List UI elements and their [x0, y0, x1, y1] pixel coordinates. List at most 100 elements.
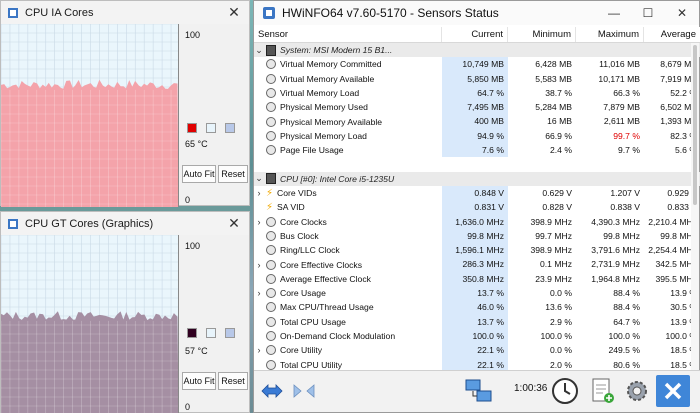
expand-chevron-icon[interactable]: ›	[257, 188, 261, 199]
empty-cell	[508, 171, 576, 186]
close-icon[interactable]: ✕	[228, 215, 240, 231]
column-minimum[interactable]: Minimum	[508, 27, 576, 42]
collapse-arrows-icon[interactable]	[292, 375, 316, 407]
graph-side-panel: 100 57 °C Auto Fit Reset 0	[181, 235, 251, 413]
sensor-label: Virtual Memory Load	[280, 88, 360, 99]
sensor-label: Core Utility	[280, 345, 323, 356]
minimum-value: 100.0 %	[540, 330, 572, 341]
close-sensors-button[interactable]	[656, 375, 690, 407]
maximum-value: 249.5 %	[608, 345, 640, 356]
color-swatch-light[interactable]	[206, 328, 216, 338]
graph-side-panel: 100 65 °C Auto Fit Reset 0	[181, 24, 251, 207]
window-title: HWiNFO64 v7.60-5170 - Sensors Status	[282, 6, 499, 20]
elapsed-timer: 1:00:36	[514, 383, 548, 394]
min-value-label: 0	[185, 195, 191, 205]
sensor-circle-icon	[266, 259, 276, 270]
expand-arrows-icon[interactable]	[260, 375, 284, 407]
sensor-label: Physical Memory Available	[280, 116, 383, 127]
auto-fit-button[interactable]: Auto Fit	[182, 165, 216, 183]
sensor-row[interactable]: Virtual Memory Committed 10,749 MB 6,428 M…	[254, 57, 700, 72]
sensor-label: Bus Clock	[280, 231, 319, 241]
minimum-value: 16 MB	[547, 116, 572, 127]
sensor-row[interactable]: Physical Memory Available 400 MB 16 MB 2,61…	[254, 114, 700, 129]
empty-cell	[508, 43, 576, 58]
minimum-value: 5,583 MB	[535, 73, 572, 84]
minimum-value: 2.4 %	[550, 145, 572, 156]
sensor-row[interactable]: › Core Effective Clocks 286.3 MHz 0.1 MHz 2,…	[254, 257, 700, 272]
maximum-value: 100.0 %	[608, 330, 640, 341]
max-value-label: 100	[185, 30, 201, 40]
add-report-icon[interactable]	[588, 375, 618, 407]
max-value-label: 100	[185, 241, 201, 251]
sensor-label: Ring/LLC Clock	[280, 245, 340, 256]
graph-area	[1, 311, 178, 413]
sensor-row[interactable]: On-Demand Clock Modulation 100.0 % 100.0 %…	[254, 328, 700, 344]
close-icon[interactable]: ✕	[676, 6, 688, 20]
expand-chevron-icon[interactable]: ›	[257, 288, 261, 299]
sensor-circle-icon	[266, 59, 276, 70]
sensor-circle-icon	[266, 316, 276, 327]
minimize-icon[interactable]: —	[608, 6, 620, 20]
column-average[interactable]: Average	[644, 27, 700, 42]
reset-button[interactable]: Reset	[218, 165, 248, 183]
sensor-row[interactable]: Bus Clock 99.8 MHz 99.7 MHz 99.8 MHz 99.8 MH…	[254, 228, 700, 244]
sensor-row[interactable]: Physical Memory Load 94.9 % 66.9 % 99.7 % 82…	[254, 128, 700, 144]
column-current[interactable]: Current	[442, 27, 508, 42]
average-value: 18.5 %	[670, 345, 697, 356]
sensor-row[interactable]: › Core Usage 13.7 % 0.0 % 88.4 % 13.9 %	[254, 286, 700, 301]
color-swatch-red[interactable]	[187, 123, 197, 133]
expand-chevron-icon[interactable]: ›	[257, 216, 261, 227]
title-bar: CPU GT Cores (Graphics) ✕	[1, 212, 249, 235]
sensor-row[interactable]: Physical Memory Used 7,495 MB 5,284 MB 7,87…	[254, 100, 700, 115]
vertical-scrollbar[interactable]	[691, 43, 699, 371]
cpu-ia-graph-window: CPU IA Cores ✕ 100 65 °C Auto Fit Reset …	[0, 0, 251, 207]
sensor-row[interactable]: Total CPU Utility 22.1 % 2.0 % 80.6 % 18.5 %	[254, 357, 700, 371]
sensor-circle-icon	[266, 145, 276, 156]
maximize-icon[interactable]: ☐	[642, 6, 654, 20]
sensor-label-cell: Virtual Memory Committed	[254, 57, 442, 71]
expand-chevron-icon[interactable]: ⌄	[255, 44, 263, 55]
average-value: 18.5 %	[670, 359, 697, 370]
reset-button[interactable]: Reset	[218, 372, 248, 390]
gear-icon[interactable]	[622, 375, 652, 407]
sensor-row[interactable]: › Core Clocks 1,636.0 MHz 398.9 MHz 4,390.3 …	[254, 214, 700, 229]
current-value: 400 MB	[442, 114, 508, 129]
sensor-row[interactable]: Ring/LLC Clock 1,596.1 MHz 398.9 MHz 3,791.…	[254, 243, 700, 258]
sensor-row[interactable]: Max CPU/Thread Usage 46.0 % 13.6 % 88.4 % 30…	[254, 300, 700, 315]
sensor-row[interactable]: Virtual Memory Available 5,850 MB 5,583 MB…	[254, 71, 700, 86]
sensor-row[interactable]: ⚡ SA VID 0.831 V 0.828 V 0.838 V 0.833 V	[254, 200, 700, 215]
empty-cell	[442, 171, 508, 186]
network-icon[interactable]	[462, 375, 496, 407]
auto-fit-button[interactable]: Auto Fit	[182, 372, 216, 390]
column-maximum[interactable]: Maximum	[576, 27, 644, 42]
sensor-label: Page File Usage	[280, 145, 344, 156]
sensor-row[interactable]: Virtual Memory Load 64.7 % 38.7 % 66.3 % 52.…	[254, 85, 700, 101]
sensor-group-row[interactable]: ⌄ System: MSI Modern 15 B1...	[254, 43, 700, 58]
scrollbar-thumb[interactable]	[693, 45, 697, 205]
color-swatch-light[interactable]	[206, 123, 216, 133]
sensor-row[interactable]: › ⚡ Core VIDs 0.848 V 0.629 V 1.207 V 0.929 V	[254, 185, 700, 201]
sensor-row[interactable]: Page File Usage 7.6 % 2.4 % 9.7 % 5.6 %	[254, 143, 700, 158]
sensor-label-cell: › Core Utility	[254, 343, 442, 357]
sensor-row[interactable]: Total CPU Usage 13.7 % 2.9 % 64.7 % 13.9 %	[254, 314, 700, 329]
expand-chevron-icon[interactable]: ›	[257, 259, 261, 270]
sensor-label: Core Clocks	[280, 216, 327, 227]
sensor-row[interactable]: › Core Utility 22.1 % 0.0 % 249.5 % 18.5 %	[254, 343, 700, 358]
clock-icon[interactable]	[550, 375, 580, 407]
column-sensor[interactable]: Sensor	[254, 27, 442, 42]
close-icon[interactable]: ✕	[228, 4, 240, 20]
color-swatch-blue[interactable]	[225, 328, 235, 338]
sensor-label: Physical Memory Used	[280, 102, 368, 113]
color-swatch-dark[interactable]	[187, 328, 197, 338]
sensor-group-row[interactable]: ⌄ CPU [#0]: Intel Core i5-1235U	[254, 171, 700, 186]
sensor-row[interactable]: Average Effective Clock 350.8 MHz 23.9 MHz…	[254, 271, 700, 287]
minimum-value: 0.629 V	[542, 187, 572, 198]
expand-chevron-icon[interactable]: ›	[257, 345, 261, 356]
current-value: 0.831 V	[442, 200, 508, 215]
average-value: 100.0 %	[665, 330, 697, 341]
average-value: 13.9 %	[670, 288, 697, 299]
expand-chevron-icon[interactable]: ⌄	[255, 173, 263, 184]
color-swatch-blue[interactable]	[225, 123, 235, 133]
empty-cell	[576, 171, 644, 186]
average-value: 30.5 %	[670, 302, 697, 313]
